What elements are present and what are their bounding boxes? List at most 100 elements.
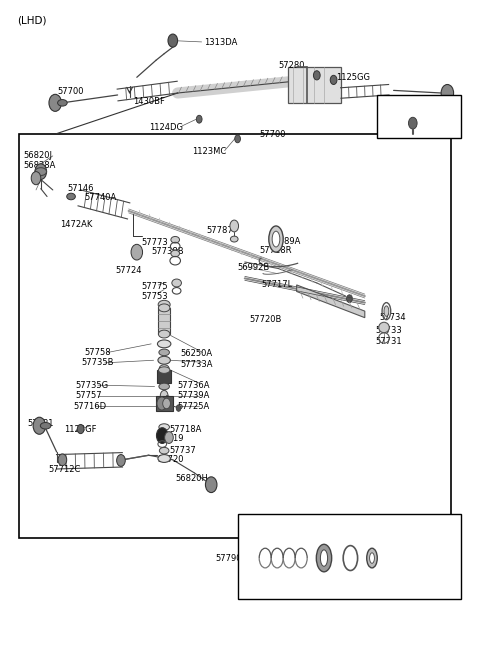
Text: 57789A: 57789A: [269, 236, 301, 246]
Ellipse shape: [158, 367, 170, 373]
Circle shape: [117, 455, 125, 466]
Text: 57720B: 57720B: [250, 315, 282, 324]
Text: 57753: 57753: [142, 291, 168, 301]
Ellipse shape: [159, 349, 169, 356]
Text: 57775: 57775: [142, 282, 168, 291]
Text: 57725A: 57725A: [178, 402, 210, 411]
Text: 1123MC: 1123MC: [192, 147, 226, 157]
Text: 57758: 57758: [84, 348, 110, 357]
Ellipse shape: [158, 356, 170, 364]
Circle shape: [31, 172, 41, 185]
Text: 57717L: 57717L: [262, 280, 293, 290]
Circle shape: [131, 244, 143, 260]
Ellipse shape: [384, 306, 389, 316]
Text: 57739A: 57739A: [178, 391, 210, 400]
Text: 57718A: 57718A: [169, 424, 201, 434]
Polygon shape: [297, 285, 365, 318]
Bar: [19, 134, 451, 538]
Text: 57787: 57787: [206, 226, 233, 235]
Ellipse shape: [157, 340, 171, 348]
Ellipse shape: [159, 447, 169, 454]
Text: 57280: 57280: [278, 61, 305, 70]
Text: 1430BF: 1430BF: [133, 97, 165, 106]
Text: 57731: 57731: [375, 337, 402, 346]
Ellipse shape: [379, 322, 389, 333]
Ellipse shape: [272, 231, 280, 247]
Ellipse shape: [321, 550, 327, 566]
Ellipse shape: [159, 424, 169, 430]
Ellipse shape: [370, 553, 374, 563]
Text: 1313DA: 1313DA: [204, 38, 238, 47]
Text: 57718R: 57718R: [259, 246, 292, 255]
Circle shape: [196, 115, 202, 123]
Text: 57733: 57733: [375, 326, 402, 335]
Text: 57790: 57790: [215, 553, 241, 563]
Text: 57700: 57700: [58, 87, 84, 96]
Circle shape: [157, 397, 167, 410]
Text: 57719: 57719: [157, 434, 184, 443]
Ellipse shape: [230, 236, 238, 242]
Text: 56820H: 56820H: [175, 474, 208, 483]
Ellipse shape: [158, 304, 170, 312]
Bar: [288, 67, 341, 103]
Ellipse shape: [367, 548, 377, 568]
Text: 56828A: 56828A: [23, 160, 55, 170]
Circle shape: [168, 34, 178, 47]
Circle shape: [347, 295, 352, 303]
Text: 57738B: 57738B: [151, 247, 184, 256]
Text: 57700: 57700: [259, 130, 286, 139]
Circle shape: [163, 398, 170, 409]
Circle shape: [235, 135, 240, 143]
Circle shape: [230, 220, 239, 232]
Circle shape: [313, 71, 320, 80]
Bar: [377, 95, 461, 138]
Ellipse shape: [58, 100, 67, 106]
Text: 57712C: 57712C: [48, 465, 80, 474]
Ellipse shape: [40, 422, 51, 429]
Bar: [156, 396, 173, 411]
Text: (LHD): (LHD): [17, 16, 46, 26]
Text: 57734: 57734: [379, 313, 406, 322]
Circle shape: [330, 75, 337, 84]
Text: 1124DG: 1124DG: [149, 123, 183, 132]
Text: 57724: 57724: [115, 266, 142, 275]
Text: 56250A: 56250A: [180, 349, 212, 358]
Text: 57736A: 57736A: [178, 381, 210, 390]
Text: 1125GG: 1125GG: [336, 73, 370, 82]
Circle shape: [58, 454, 67, 466]
Text: 57740A: 57740A: [84, 193, 116, 202]
Ellipse shape: [158, 300, 170, 309]
Text: 1472AK: 1472AK: [60, 219, 92, 229]
Bar: [157, 370, 171, 383]
Bar: [238, 514, 461, 599]
Text: 1124AE: 1124AE: [388, 115, 422, 124]
Text: 57773: 57773: [142, 238, 168, 247]
Circle shape: [35, 164, 47, 179]
Ellipse shape: [159, 383, 169, 390]
Text: 56820J: 56820J: [23, 151, 52, 160]
Text: 56992B: 56992B: [238, 263, 270, 272]
Text: 1123GF: 1123GF: [64, 425, 96, 434]
Bar: [158, 308, 170, 334]
Ellipse shape: [171, 236, 180, 243]
Ellipse shape: [269, 226, 283, 252]
Circle shape: [33, 417, 46, 434]
Circle shape: [49, 94, 61, 111]
Circle shape: [165, 432, 173, 443]
Text: 57720: 57720: [157, 455, 184, 464]
Ellipse shape: [158, 330, 170, 338]
Circle shape: [408, 117, 417, 129]
Circle shape: [160, 390, 168, 401]
Text: 57735B: 57735B: [82, 358, 114, 367]
Ellipse shape: [316, 544, 332, 572]
Ellipse shape: [172, 279, 181, 287]
Circle shape: [156, 428, 168, 443]
Text: 57757: 57757: [76, 391, 102, 400]
Circle shape: [205, 477, 217, 493]
Text: 57146: 57146: [67, 184, 94, 193]
Ellipse shape: [159, 365, 169, 371]
Ellipse shape: [171, 250, 180, 257]
Text: 57737: 57737: [169, 446, 196, 455]
Text: 57716D: 57716D: [73, 402, 106, 411]
Circle shape: [77, 424, 84, 434]
